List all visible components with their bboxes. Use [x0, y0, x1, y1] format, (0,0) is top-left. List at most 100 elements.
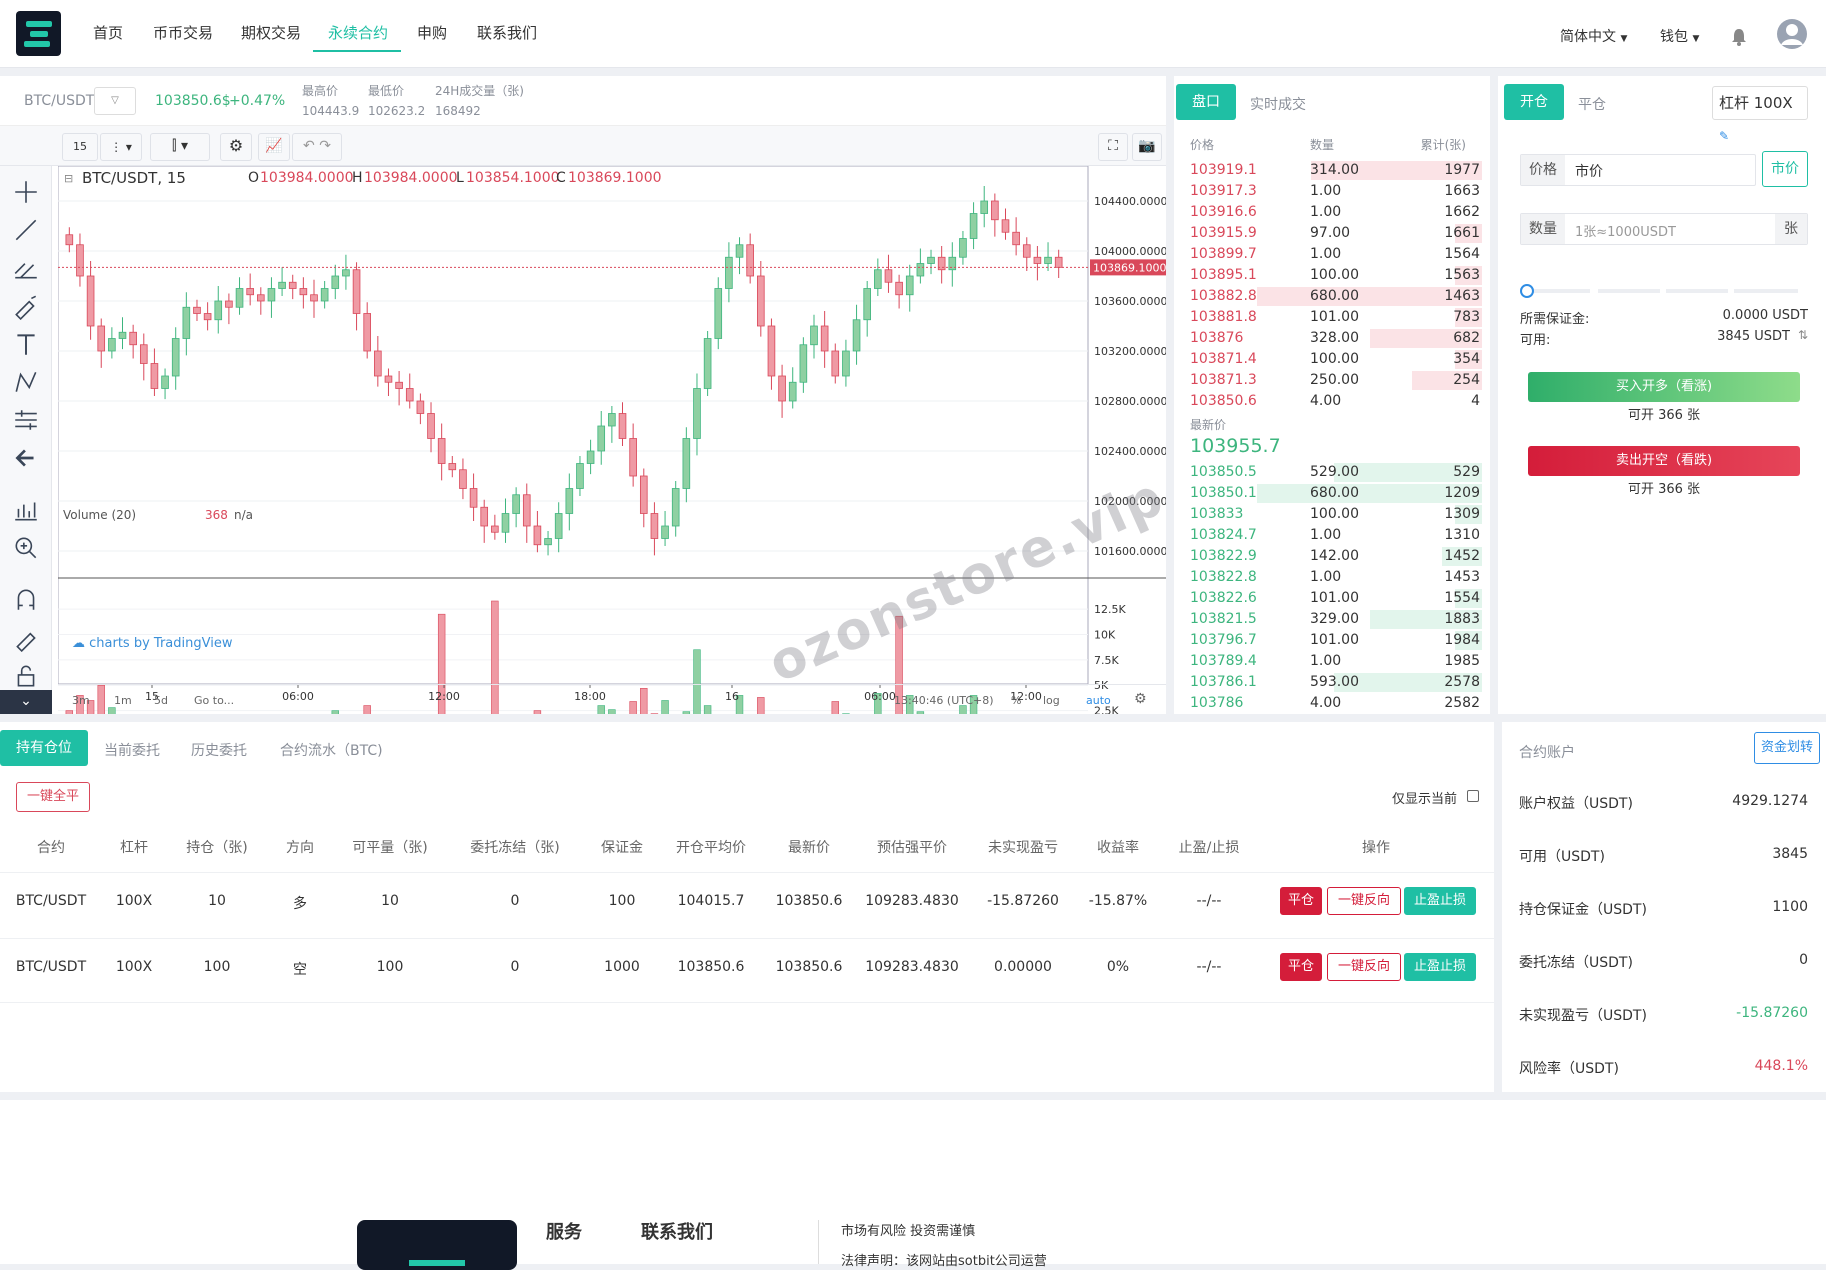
measure-icon[interactable]: [12, 496, 40, 524]
trendline-icon[interactable]: [12, 216, 40, 244]
reverse-position-button[interactable]: 一键反向: [1327, 887, 1401, 915]
buy-long-button[interactable]: 买入开多（看涨): [1528, 372, 1800, 402]
fullscreen-button[interactable]: ⛶: [1098, 133, 1128, 161]
tab-open[interactable]: 开仓: [1504, 84, 1564, 120]
fib-icon[interactable]: [12, 254, 40, 282]
tab-contract-flow[interactable]: 合约流水（BTC): [280, 740, 383, 760]
zoom-icon[interactable]: [12, 534, 40, 562]
candle-body: [704, 339, 711, 389]
crosshair-icon[interactable]: [12, 178, 40, 206]
language-select[interactable]: 简体中文 ▼: [1560, 26, 1627, 46]
tab-orderbook[interactable]: 盘口: [1176, 84, 1236, 120]
reverse-position-button[interactable]: 一键反向: [1327, 953, 1401, 981]
collapse-toolbar-button[interactable]: ⌄: [0, 690, 52, 714]
close-position-button[interactable]: 平仓: [1280, 887, 1322, 915]
tab-order-history[interactable]: 历史委托: [191, 740, 247, 760]
footer-contact[interactable]: 联系我们: [641, 1218, 713, 1244]
user-avatar-icon[interactable]: [1776, 18, 1808, 50]
nav-options[interactable]: 期权交易: [241, 22, 301, 43]
bell-icon[interactable]: [1730, 27, 1748, 47]
nav-subscribe[interactable]: 申购: [417, 22, 447, 43]
sell-short-button[interactable]: 卖出开空（看跌): [1528, 446, 1800, 476]
arrow-left-icon[interactable]: [12, 444, 40, 472]
prediction-icon[interactable]: [12, 406, 40, 434]
screenshot-button[interactable]: 📷: [1132, 133, 1162, 161]
quantity-field[interactable]: 数量 1张≈1000USDT 张: [1520, 213, 1808, 245]
range-1m[interactable]: 1m: [114, 694, 132, 707]
tab-positions[interactable]: 持有仓位: [0, 730, 88, 766]
range-5d[interactable]: 5d: [154, 694, 168, 707]
magnet-icon[interactable]: [12, 586, 40, 614]
tp-sl-button[interactable]: 止盈止损: [1404, 953, 1476, 981]
gear-icon[interactable]: ⚙: [1134, 691, 1147, 707]
nav-home[interactable]: 首页: [93, 22, 123, 43]
close-position-button[interactable]: 平仓: [1280, 953, 1322, 981]
bid-qty: 329.00: [1310, 611, 1359, 627]
nav-spot[interactable]: 币币交易: [153, 22, 213, 43]
chart-type-button[interactable]: ⫿ ▾: [150, 133, 210, 161]
tp-sl-button[interactable]: 止盈止损: [1404, 887, 1476, 915]
brush-icon[interactable]: [12, 292, 40, 320]
qty-slider[interactable]: [1520, 284, 1808, 298]
footer-service[interactable]: 服务: [546, 1218, 582, 1244]
funds-transfer-button[interactable]: 资金划转: [1754, 732, 1820, 764]
nav-perpetual[interactable]: 永续合约: [328, 22, 388, 43]
text-icon[interactable]: [12, 330, 40, 358]
interval-button[interactable]: 15: [62, 133, 98, 161]
wallet-menu[interactable]: 钱包 ▼: [1660, 26, 1699, 46]
site-logo[interactable]: [16, 11, 61, 56]
price-field[interactable]: 价格 市价: [1520, 154, 1756, 186]
range-3m[interactable]: 3m: [72, 694, 90, 707]
goto-button[interactable]: Go to...: [194, 694, 234, 707]
tab-open-orders[interactable]: 当前委托: [104, 740, 160, 760]
tradingview-attribution[interactable]: ☁ charts by TradingView: [72, 636, 232, 651]
price-chart[interactable]: 104400.0000104000.0000103600.0000103200.…: [58, 166, 1166, 714]
tab-close[interactable]: 平仓: [1578, 94, 1606, 114]
nav-contact[interactable]: 联系我们: [477, 22, 537, 43]
slider-handle[interactable]: [1520, 284, 1534, 298]
pattern-icon[interactable]: [12, 368, 40, 396]
undo-redo-buttons[interactable]: ↶ ↷: [292, 133, 342, 161]
chart-settings-button[interactable]: ⚙: [220, 133, 252, 161]
percent-toggle[interactable]: %: [1011, 694, 1021, 707]
interval-dropdown[interactable]: ⋮ ▾: [100, 133, 142, 161]
only-current-checkbox[interactable]: [1467, 790, 1479, 802]
lock-pencil-icon[interactable]: [12, 624, 40, 652]
pair-dropdown-button[interactable]: ▽: [94, 87, 136, 115]
market-price-button[interactable]: 市价: [1762, 151, 1808, 187]
tab-trades[interactable]: 实时成交: [1250, 94, 1306, 114]
lock-icon[interactable]: [12, 662, 40, 690]
collapse-icon[interactable]: ⊟: [64, 172, 73, 185]
log-toggle[interactable]: log: [1043, 694, 1060, 707]
close-all-button[interactable]: 一键全平: [16, 782, 90, 812]
candle-body: [545, 539, 552, 545]
auto-toggle[interactable]: auto: [1086, 694, 1111, 707]
transfer-icon[interactable]: ⇅: [1798, 328, 1808, 342]
indicators-button[interactable]: 📈: [258, 133, 290, 161]
leverage-button[interactable]: 杠杆 100X ✎: [1712, 86, 1808, 120]
